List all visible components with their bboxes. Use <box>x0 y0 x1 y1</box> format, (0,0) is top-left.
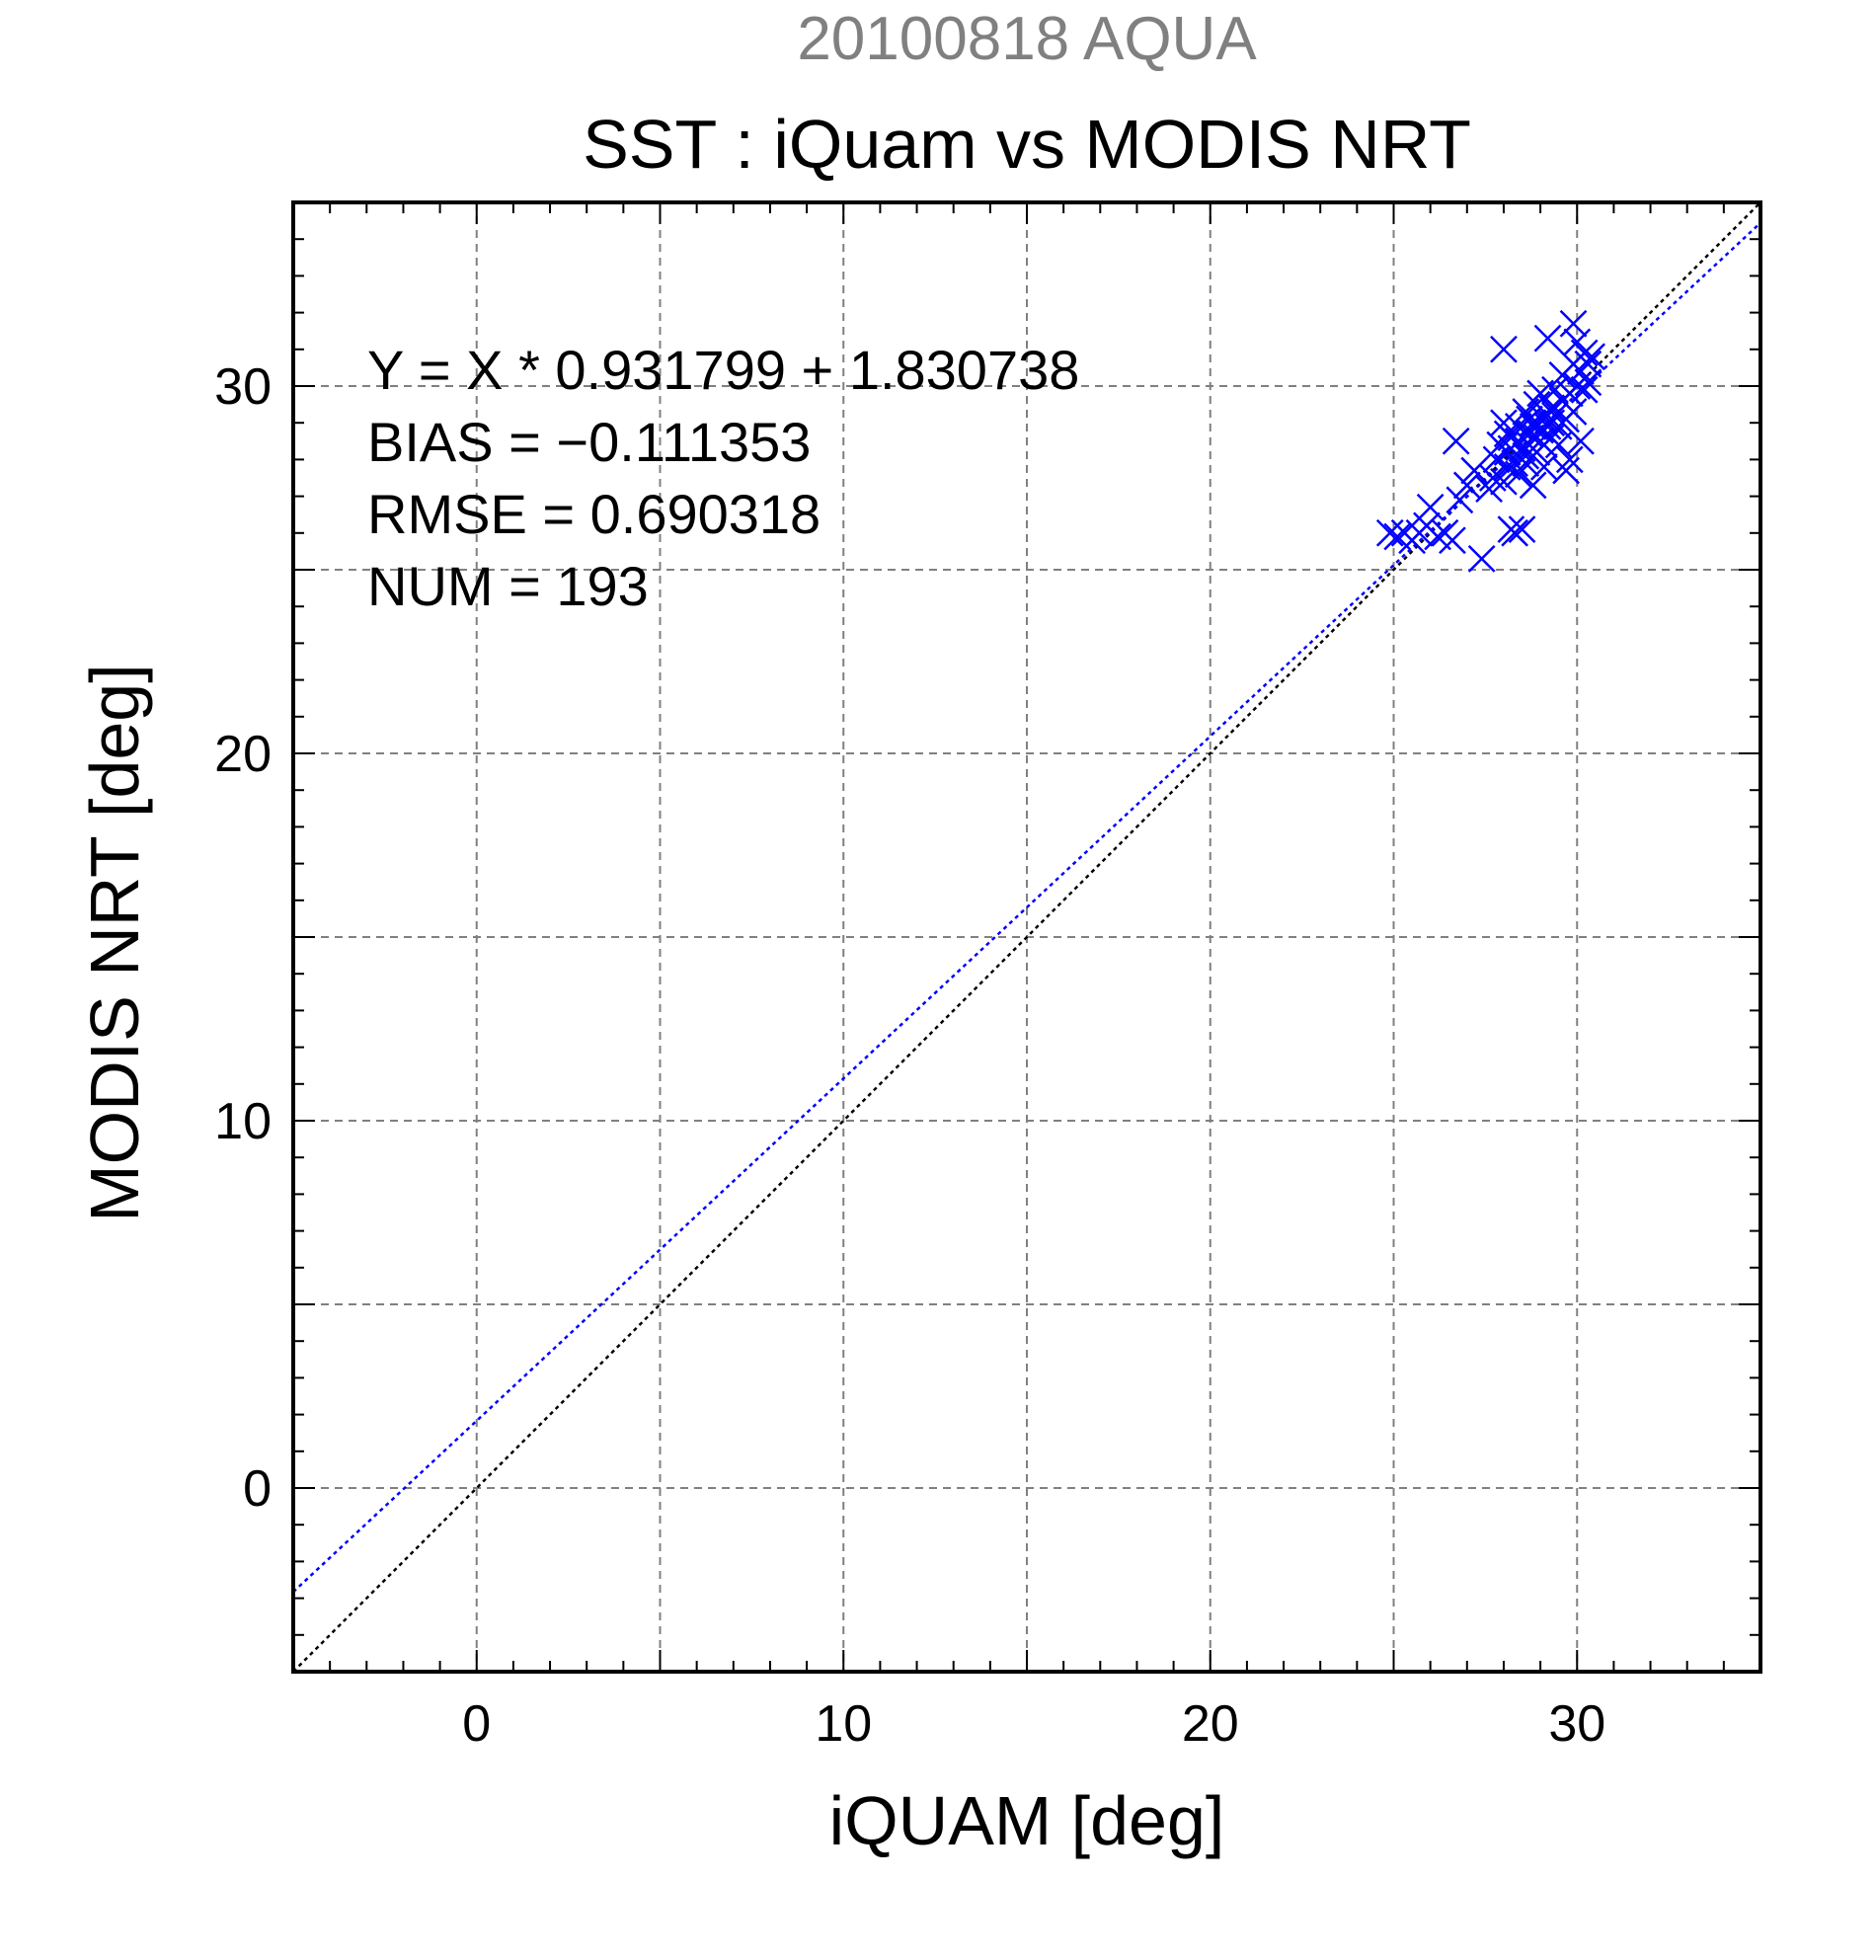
data-point <box>1452 471 1481 500</box>
data-point <box>1578 343 1605 371</box>
data-point <box>1416 493 1445 521</box>
data-point <box>1570 375 1599 404</box>
data-point <box>1519 413 1547 440</box>
data-point <box>1529 452 1558 481</box>
y-tick-label: 20 <box>214 726 272 783</box>
x-tick-label: 0 <box>462 1695 491 1753</box>
data-point <box>1519 471 1547 500</box>
data-point <box>1460 456 1489 485</box>
regression-equation: Y = X * 0.931799 + 1.830738 <box>367 339 1079 401</box>
data-point <box>1375 518 1404 547</box>
tick-labels: 0 0 10 10 20 20 30 30 <box>214 358 1605 1753</box>
data-point <box>1544 431 1573 459</box>
bias-stat: BIAS = −0.111353 <box>367 411 811 473</box>
count-stat: NUM = 193 <box>367 555 649 617</box>
data-point <box>1467 544 1496 573</box>
y-tick-label: 30 <box>214 358 272 416</box>
data-point <box>1533 324 1562 353</box>
y-axis-label: MODIS NRT [deg] <box>76 664 153 1221</box>
data-point <box>1516 405 1543 433</box>
regression-line <box>293 221 1760 1594</box>
data-point <box>1552 456 1580 485</box>
x-tick-label: 30 <box>1548 1695 1605 1753</box>
data-point <box>1446 486 1474 514</box>
data-point <box>1501 518 1528 547</box>
data-point <box>1475 475 1503 504</box>
data-point <box>1570 339 1599 367</box>
data-point <box>1490 335 1518 363</box>
data-points <box>1375 309 1605 573</box>
data-point <box>1541 401 1569 430</box>
x-axis-label: iQUAM [deg] <box>829 1782 1225 1859</box>
x-tick-label: 10 <box>815 1695 872 1753</box>
data-point <box>1526 427 1554 455</box>
chart-supertitle: 20100818 AQUA <box>797 5 1257 73</box>
y-tick-label: 0 <box>243 1460 272 1518</box>
data-point <box>1555 445 1584 474</box>
data-point <box>1537 409 1566 437</box>
chart-title: SST : iQuam vs MODIS NRT <box>583 106 1471 183</box>
data-point <box>1442 427 1470 455</box>
x-tick-label: 20 <box>1182 1695 1239 1753</box>
data-point <box>1478 464 1507 492</box>
statistics-annotation: Y = X * 0.931799 + 1.830738 BIAS = −0.11… <box>367 339 1079 617</box>
y-tick-label: 10 <box>214 1093 272 1150</box>
data-point <box>1439 526 1466 555</box>
data-point <box>1567 427 1595 455</box>
data-point <box>1559 309 1588 338</box>
plot-frame <box>291 200 1762 1674</box>
data-point <box>1523 438 1551 466</box>
rmse-stat: RMSE = 0.690318 <box>367 483 821 545</box>
data-point <box>1508 515 1536 543</box>
data-point <box>1493 420 1522 448</box>
data-point <box>1559 398 1588 426</box>
data-point <box>1574 368 1602 397</box>
